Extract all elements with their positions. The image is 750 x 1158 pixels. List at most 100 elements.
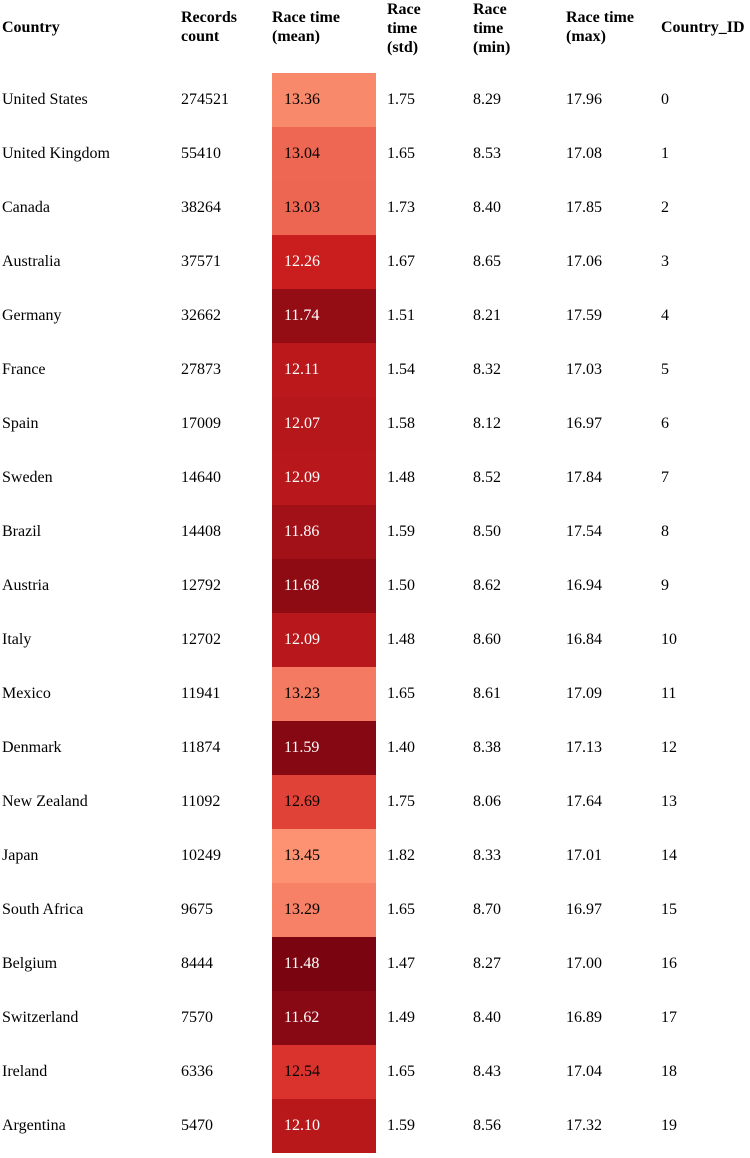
- cell-country: South Africa: [2, 901, 84, 918]
- table-row: Japan 10249 13.45 1.82 8.33 17.01 14: [0, 829, 750, 883]
- cell-country-id: 11: [661, 685, 677, 702]
- cell-race-time-std: 1.73: [387, 199, 415, 216]
- cell-country-id: 7: [661, 469, 669, 486]
- cell-records-count: 8444: [181, 955, 213, 972]
- cell-race-time-mean: 12.10: [272, 1099, 376, 1153]
- cell-race-time-min: 8.43: [473, 1063, 501, 1080]
- cell-records-count: 10249: [181, 847, 221, 864]
- cell-race-time-std: 1.40: [387, 739, 415, 756]
- cell-race-time-max: 17.96: [566, 91, 602, 108]
- cell-race-time-min: 8.52: [473, 469, 501, 486]
- cell-race-time-min: 8.27: [473, 955, 501, 972]
- cell-country: United Kingdom: [2, 145, 110, 162]
- cell-race-time-std: 1.47: [387, 955, 415, 972]
- cell-race-time-mean: 12.07: [272, 397, 376, 451]
- cell-records-count: 11941: [181, 685, 221, 702]
- cell-country: Ireland: [2, 1063, 48, 1080]
- cell-country: Mexico: [2, 685, 51, 702]
- cell-records-count: 32662: [181, 307, 221, 324]
- cell-race-time-std: 1.59: [387, 523, 415, 540]
- cell-country: Italy: [2, 631, 32, 648]
- cell-race-time-mean: 13.04: [272, 127, 376, 181]
- cell-race-time-mean: 12.11: [272, 343, 376, 397]
- cell-race-time-max: 16.97: [566, 901, 602, 918]
- cell-country: Australia: [2, 253, 61, 270]
- cell-race-time-std: 1.82: [387, 847, 415, 864]
- column-header-race-time-std: Race time (std): [387, 1, 421, 56]
- cell-country-id: 0: [661, 91, 669, 108]
- cell-country-id: 12: [661, 739, 677, 756]
- cell-race-time-mean: 13.23: [272, 667, 376, 721]
- cell-race-time-std: 1.65: [387, 901, 415, 918]
- cell-race-time-std: 1.50: [387, 577, 415, 594]
- cell-race-time-mean: 11.74: [272, 289, 376, 343]
- table-row: Brazil 14408 11.86 1.59 8.50 17.54 8: [0, 505, 750, 559]
- cell-country: United States: [2, 91, 88, 108]
- cell-country: New Zealand: [2, 793, 88, 810]
- cell-race-time-min: 8.70: [473, 901, 501, 918]
- cell-records-count: 27873: [181, 361, 221, 378]
- cell-race-time-max: 17.59: [566, 307, 602, 324]
- cell-country-id: 1: [661, 145, 669, 162]
- cell-country-id: 10: [661, 631, 677, 648]
- cell-country-id: 8: [661, 523, 669, 540]
- cell-race-time-max: 17.03: [566, 361, 602, 378]
- cell-race-time-min: 8.65: [473, 253, 501, 270]
- cell-race-time-min: 8.56: [473, 1117, 501, 1134]
- cell-records-count: 5470: [181, 1117, 213, 1134]
- table-row: United Kingdom 55410 13.04 1.65 8.53 17.08 1: [0, 127, 750, 181]
- cell-country: Germany: [2, 307, 62, 324]
- cell-race-time-max: 16.97: [566, 415, 602, 432]
- table-row: Italy 12702 12.09 1.48 8.60 16.84 10: [0, 613, 750, 667]
- cell-country: Belgium: [2, 955, 58, 972]
- cell-race-time-mean: 13.03: [272, 181, 376, 235]
- column-header-country-id: Country_ID: [661, 19, 745, 36]
- cell-records-count: 17009: [181, 415, 221, 432]
- cell-race-time-mean: 11.86: [272, 505, 376, 559]
- table-row: Denmark 11874 11.59 1.40 8.38 17.13 12: [0, 721, 750, 775]
- table-row: South Africa 9675 13.29 1.65 8.70 16.97 15: [0, 883, 750, 937]
- cell-race-time-max: 17.01: [566, 847, 602, 864]
- cell-race-time-std: 1.48: [387, 469, 415, 486]
- cell-records-count: 37571: [181, 253, 221, 270]
- cell-race-time-min: 8.40: [473, 199, 501, 216]
- cell-race-time-min: 8.12: [473, 415, 501, 432]
- cell-race-time-mean: 12.54: [272, 1045, 376, 1099]
- cell-race-time-max: 17.64: [566, 793, 602, 810]
- cell-race-time-min: 8.40: [473, 1009, 501, 1026]
- table-row: France 27873 12.11 1.54 8.32 17.03 5: [0, 343, 750, 397]
- cell-records-count: 11092: [181, 793, 221, 810]
- cell-records-count: 55410: [181, 145, 221, 162]
- cell-race-time-mean: 11.68: [272, 559, 376, 613]
- cell-race-time-max: 17.84: [566, 469, 602, 486]
- cell-records-count: 12702: [181, 631, 221, 648]
- cell-country: Canada: [2, 199, 50, 216]
- cell-race-time-min: 8.29: [473, 91, 501, 108]
- cell-country: Austria: [2, 577, 50, 594]
- cell-race-time-max: 17.54: [566, 523, 602, 540]
- table-row: Ireland 6336 12.54 1.65 8.43 17.04 18: [0, 1045, 750, 1099]
- cell-country-id: 6: [661, 415, 669, 432]
- cell-race-time-max: 17.08: [566, 145, 602, 162]
- cell-race-time-max: 16.94: [566, 577, 602, 594]
- cell-country: France: [2, 361, 46, 378]
- column-header-race-time-max: Race time (max): [566, 9, 634, 45]
- cell-race-time-min: 8.33: [473, 847, 501, 864]
- cell-race-time-mean: 12.69: [272, 775, 376, 829]
- cell-race-time-mean: 12.09: [272, 613, 376, 667]
- cell-race-time-std: 1.48: [387, 631, 415, 648]
- cell-records-count: 14408: [181, 523, 221, 540]
- cell-country-id: 9: [661, 577, 669, 594]
- cell-records-count: 38264: [181, 199, 221, 216]
- cell-country-id: 14: [661, 847, 677, 864]
- cell-country: Sweden: [2, 469, 53, 486]
- cell-country-id: 17: [661, 1009, 677, 1026]
- cell-country: Argentina: [2, 1117, 66, 1134]
- cell-race-time-min: 8.21: [473, 307, 501, 324]
- cell-records-count: 6336: [181, 1063, 213, 1080]
- column-header-race-time-mean: Race time (mean): [272, 9, 340, 45]
- table-row: Austria 12792 11.68 1.50 8.62 16.94 9: [0, 559, 750, 613]
- table-row: Spain 17009 12.07 1.58 8.12 16.97 6: [0, 397, 750, 451]
- cell-race-time-min: 8.62: [473, 577, 501, 594]
